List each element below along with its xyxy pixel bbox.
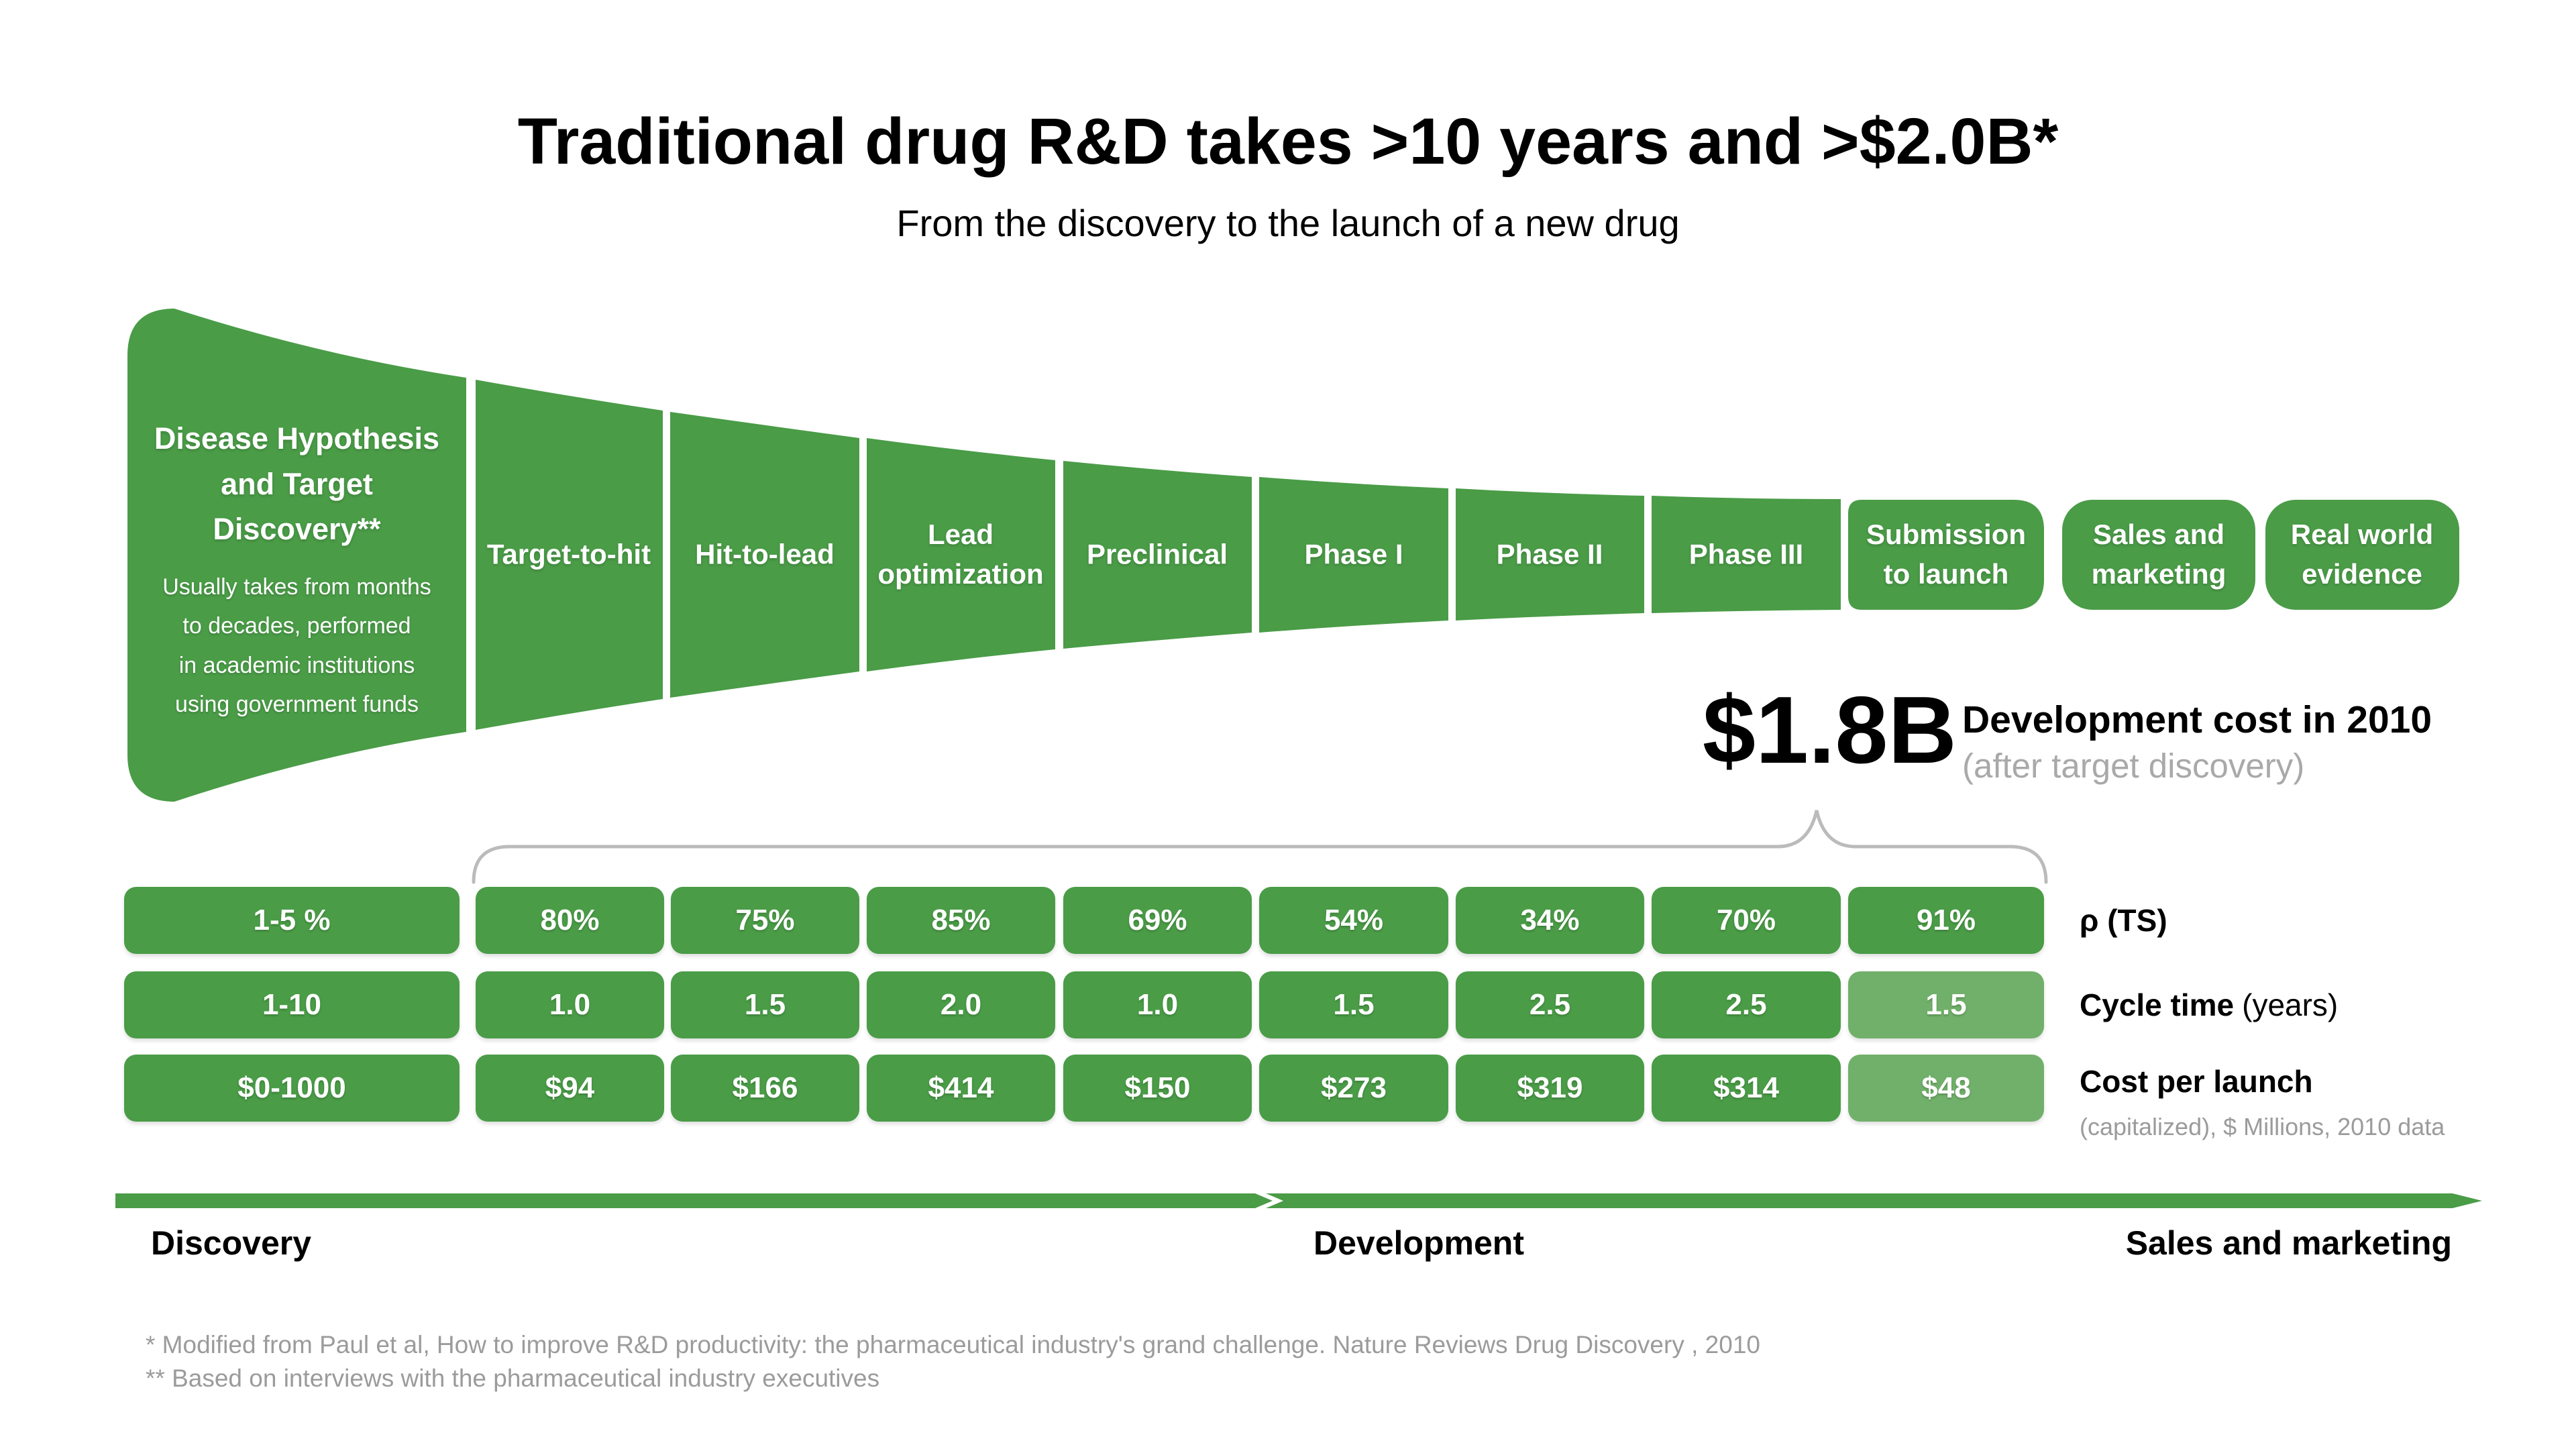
row-label-pts: ρ (TS) [2080,887,2167,954]
funnel-segment-hit-to-lead [670,412,859,698]
row-label-cycle-time-unit: (years) [2242,987,2339,1022]
development-cost-sublabel: (after target discovery) [1962,747,2305,785]
cost-cell-discovery: $0-1000 [124,1055,460,1122]
funnel-segment-preclinical [1063,461,1252,649]
row-label-pts-text: ρ (TS) [2080,903,2167,938]
cost-cell-phase-3: $314 [1652,1055,1841,1122]
cycle-cell-phase-3: 2.5 [1652,971,1841,1038]
cost-cell-submission: $48 [1848,1055,2044,1122]
stage-label-submission-to-launch: Submission to launch [1866,519,2027,590]
page-subtitle: From the discovery to the launch of a ne… [896,202,1680,244]
cost-cell-hit-to-lead: $166 [671,1055,859,1122]
cost-cell-phase-1: $273 [1259,1055,1448,1122]
cycle-cell-phase-1: 1.5 [1259,971,1448,1038]
stage-label-phase-3: Phase III [1688,538,1804,570]
box-real-world-evidence [2265,500,2459,610]
funnel-segment-phase-1 [1259,477,1448,633]
cycle-cell-target-to-hit: 1.0 [476,971,664,1038]
cost-cell-preclinical: $150 [1063,1055,1252,1122]
funnel-segment-submission-to-launch [1848,500,2044,610]
pts-cell-phase-2: 34% [1456,887,1644,954]
cost-cell-phase-2: $319 [1456,1055,1644,1122]
cycle-cell-hit-to-lead: 1.5 [671,971,859,1038]
timeline-label-development: Development [1313,1224,1524,1262]
row-label-cycle-time-bold: Cycle time [2080,987,2235,1022]
pts-cell-phase-3: 70% [1652,887,1841,954]
stage-label-preclinical: Preclinical [1086,538,1228,570]
development-cost-brace [472,810,2048,884]
pts-cell-discovery: 1-5 % [124,887,460,954]
pts-cell-target-to-hit: 80% [476,887,664,954]
funnel-segment-lead-optimization [867,438,1055,672]
row-label-cost-per-launch-sub: (capitalized), $ Millions, 2010 data [2080,1113,2445,1140]
pts-cell-phase-1: 54% [1259,887,1448,954]
row-label-cycle-time: Cycle time (years) [2080,971,2338,1038]
funnel-segment-target-to-hit [476,380,663,730]
stage-label-phase-2: Phase II [1496,538,1603,570]
cycle-cell-submission: 1.5 [1848,971,2044,1038]
pts-cell-preclinical: 69% [1063,887,1252,954]
pts-cell-lead-optimization: 85% [867,887,1055,954]
stage-label-hit-to-lead: Hit-to-lead [695,538,835,570]
development-cost-amount: $1.8B [1703,677,1957,784]
stage-label-phase-1: Phase I [1304,538,1403,570]
funnel-segment-disease-hypothesis [127,309,466,802]
cycle-cell-phase-2: 2.5 [1456,971,1644,1038]
cycle-cell-lead-optimization: 2.0 [867,971,1055,1038]
stage-label-lead-optimization: Lead optimization [877,519,1044,590]
development-cost-label: Development cost in 2010 [1962,698,2432,741]
cycle-cell-discovery: 1-10 [124,971,460,1038]
row-label-cost-per-launch-bold: Cost per launch [2080,1064,2313,1099]
timeline-label-discovery: Discovery [151,1224,312,1262]
discovery-stage-title: Disease Hypothesis and Target Discovery*… [154,421,440,546]
cost-cell-lead-optimization: $414 [867,1055,1055,1122]
pts-cell-submission: 91% [1848,887,2044,954]
funnel-segment-phase-3 [1652,496,1841,613]
footnote-source: * Modified from Paul et al, How to impro… [146,1331,1760,1358]
timeline-arrow-development-sales [1266,1193,2482,1208]
timeline-arrow-discovery [115,1193,1273,1208]
pts-cell-hit-to-lead: 75% [671,887,859,954]
funnel-segment-phase-2 [1456,488,1644,621]
discovery-stage-description: Usually takes from months to decades, pe… [162,574,431,718]
timeline-label-sales-and-marketing: Sales and marketing [2125,1224,2452,1262]
box-sales-and-marketing [2062,500,2255,610]
cycle-cell-preclinical: 1.0 [1063,971,1252,1038]
stage-label-target-to-hit: Target-to-hit [486,538,651,570]
stage-label-sales-and-marketing: Sales and marketing [2091,519,2226,590]
stage-label-real-world-evidence: Real world evidence [2290,519,2434,590]
page-title: Traditional drug R&D takes >10 years and… [517,105,2059,178]
footnote-interviews: ** Based on interviews with the pharmace… [146,1364,880,1392]
cost-cell-target-to-hit: $94 [476,1055,664,1122]
row-label-cost-per-launch: Cost per launch (capitalized), $ Million… [2080,1063,2445,1141]
